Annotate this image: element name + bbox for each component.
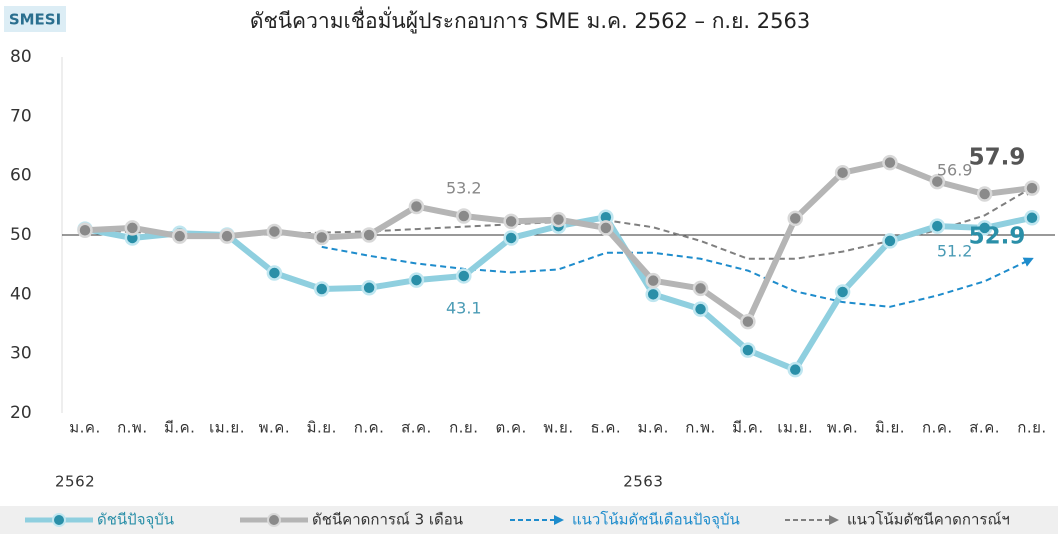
point (266, 265, 283, 281)
y-tick-label: 80 (10, 47, 32, 67)
point (1024, 180, 1040, 196)
x-tick-label: ก.ย. (449, 419, 478, 437)
x-tick-label: ก.ย. (1017, 419, 1046, 437)
value-label: 43.1 (446, 298, 482, 317)
point (1024, 210, 1040, 226)
point (976, 220, 993, 236)
point (929, 218, 946, 234)
chart-title: ดัชนีความเชื่อมั่นผู้ประกอบการ SME ม.ค. … (250, 6, 810, 34)
point (976, 186, 993, 202)
point (124, 220, 141, 236)
point (692, 280, 709, 297)
x-tick-label: มี.ค. (732, 419, 763, 437)
x-tick-label: มิ.ย. (307, 419, 337, 437)
point (929, 173, 946, 190)
x-tick-label: เม.ย. (777, 419, 813, 437)
point (503, 230, 519, 246)
value-label: 53.2 (446, 179, 482, 198)
point (692, 301, 709, 317)
x-tick-label: พ.ย. (543, 419, 573, 437)
x-tick-label: ส.ค. (401, 419, 432, 437)
point (882, 233, 898, 249)
value-label: 57.9 (969, 145, 1026, 171)
legend-marker (267, 513, 281, 527)
x-tick-label: ต.ค. (495, 419, 526, 437)
year-label: 2563 (623, 473, 663, 491)
point (361, 227, 377, 243)
series-line (321, 245, 1034, 308)
legend-label: แนวโน้มดัชนีเดือนปัจจุบัน (572, 511, 740, 530)
point (456, 208, 472, 224)
y-tick-label: 70 (10, 106, 32, 126)
legend-label: ดัชนีปัจจุบัน (97, 511, 174, 530)
x-tick-label: ก.พ. (685, 419, 716, 437)
y-tick-label: 60 (10, 166, 32, 186)
x-tick-label: มิ.ย. (875, 419, 905, 437)
point (740, 342, 756, 358)
point (361, 280, 377, 296)
x-tick-label: เม.ย. (209, 419, 245, 437)
point (787, 210, 803, 227)
badge: SMESI (9, 11, 61, 29)
point (219, 228, 235, 244)
value-label: 52.9 (969, 223, 1026, 249)
x-tick-label: พ.ค. (827, 419, 858, 437)
point (598, 220, 614, 236)
point (645, 286, 661, 303)
value-label: 51.2 (937, 241, 973, 260)
x-tick-label: ก.พ. (117, 419, 148, 437)
x-tick-label: ส.ค. (969, 419, 1000, 437)
y-tick-label: 30 (10, 344, 32, 364)
value-label: 56.9 (937, 161, 973, 180)
point (77, 222, 93, 239)
point (408, 272, 425, 288)
legend-marker (52, 513, 66, 527)
x-tick-label: ม.ค. (637, 419, 668, 437)
point (171, 228, 188, 244)
year-label: 2562 (55, 473, 95, 491)
point (834, 284, 851, 300)
x-tick-label: ม.ค. (69, 419, 100, 437)
point (314, 281, 330, 297)
point (456, 268, 472, 284)
point (550, 211, 567, 228)
point (882, 154, 898, 171)
point (503, 213, 519, 230)
x-tick-label: มี.ค. (164, 419, 195, 437)
x-tick-label: ก.ค. (354, 419, 385, 437)
point (834, 164, 851, 181)
x-tick-label: ธ.ค. (590, 419, 621, 437)
legend-label: แนวโน้มดัชนีคาดการณ์ฯ (847, 511, 1010, 529)
point (408, 198, 425, 215)
x-tick-label: ก.ค. (922, 419, 953, 437)
point (787, 361, 803, 378)
y-tick-label: 20 (10, 403, 32, 423)
badge-bg (4, 6, 66, 32)
point (740, 313, 756, 330)
point (266, 223, 283, 240)
point (314, 229, 330, 246)
x-tick-label: พ.ค. (259, 419, 290, 437)
y-tick-label: 40 (10, 284, 32, 304)
legend-label: ดัชนีคาดการณ์ 3 เดือน (312, 511, 463, 529)
y-tick-label: 50 (10, 225, 32, 245)
point (645, 272, 661, 289)
